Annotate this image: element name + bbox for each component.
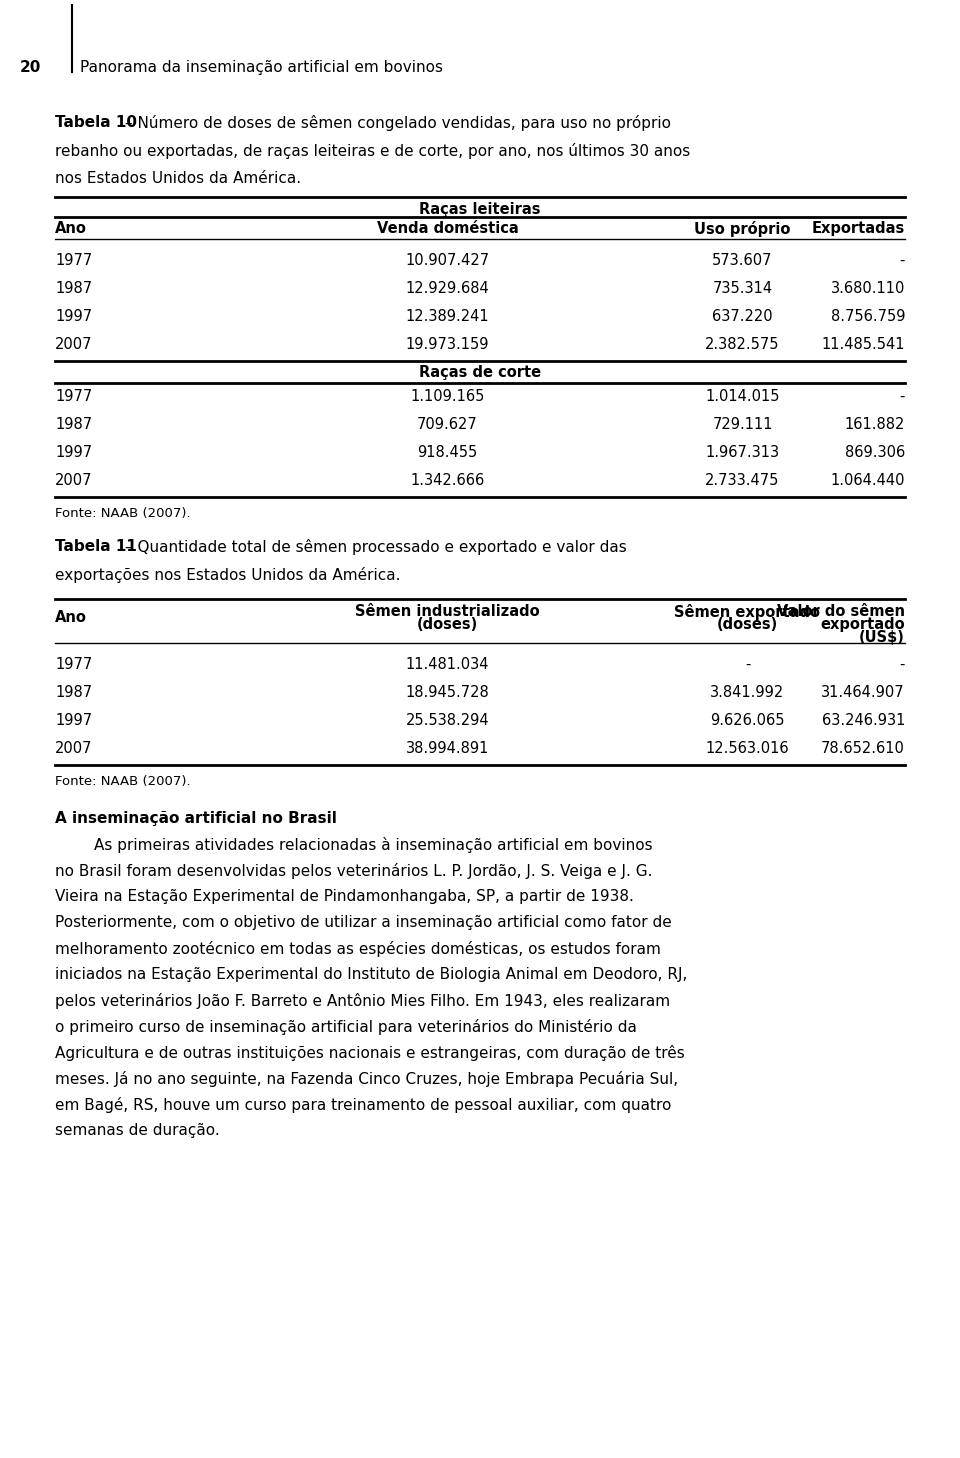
Text: 1.109.165: 1.109.165 [410, 389, 485, 404]
Text: -: - [900, 658, 905, 672]
Text: 2.382.575: 2.382.575 [706, 337, 780, 351]
Text: 1.342.666: 1.342.666 [410, 472, 485, 488]
Text: -: - [900, 254, 905, 268]
Text: meses. Já no ano seguinte, na Fazenda Cinco Cruzes, hoje Embrapa Pecuária Sul,: meses. Já no ano seguinte, na Fazenda Ci… [55, 1072, 678, 1088]
Text: em Bagé, RS, houve um curso para treinamento de pessoal auxiliar, com quatro: em Bagé, RS, houve um curso para treinam… [55, 1096, 671, 1112]
Text: 1.967.313: 1.967.313 [706, 445, 780, 461]
Text: 12.389.241: 12.389.241 [406, 309, 490, 324]
Text: A inseminação artificial no Brasil: A inseminação artificial no Brasil [55, 811, 337, 827]
Text: As primeiras atividades relacionadas à inseminação artificial em bovinos: As primeiras atividades relacionadas à i… [55, 837, 653, 853]
Text: exportações nos Estados Unidos da América.: exportações nos Estados Unidos da Améric… [55, 567, 400, 583]
Text: Sêmen industrializado: Sêmen industrializado [355, 604, 540, 620]
Text: 1997: 1997 [55, 445, 92, 461]
Text: Ano: Ano [55, 609, 86, 624]
Text: – Quantidade total de sêmen processado e exportado e valor das: – Quantidade total de sêmen processado e… [125, 539, 627, 555]
Text: semanas de duração.: semanas de duração. [55, 1123, 220, 1139]
Text: 8.756.759: 8.756.759 [830, 309, 905, 324]
Text: Raças leiteiras: Raças leiteiras [420, 203, 540, 217]
Text: 38.994.891: 38.994.891 [406, 741, 490, 757]
Text: 12.563.016: 12.563.016 [706, 741, 789, 757]
Text: -: - [900, 389, 905, 404]
Text: 12.929.684: 12.929.684 [406, 281, 490, 296]
Text: Uso próprio: Uso próprio [694, 222, 791, 238]
Text: Fonte: NAAB (2007).: Fonte: NAAB (2007). [55, 507, 191, 521]
Text: rebanho ou exportadas, de raças leiteiras e de corte, por ano, nos últimos 30 an: rebanho ou exportadas, de raças leiteira… [55, 143, 690, 159]
Text: 78.652.610: 78.652.610 [821, 741, 905, 757]
Text: Ano: Ano [55, 222, 86, 236]
Text: -: - [745, 658, 750, 672]
Text: 9.626.065: 9.626.065 [710, 713, 784, 728]
Text: Valor do sêmen: Valor do sêmen [777, 604, 905, 620]
Text: – Número de doses de sêmen congelado vendidas, para uso no próprio: – Número de doses de sêmen congelado ven… [125, 115, 671, 131]
Text: (US$): (US$) [859, 630, 905, 644]
Text: 573.607: 573.607 [712, 254, 773, 268]
Text: 918.455: 918.455 [418, 445, 478, 461]
Text: no Brasil foram desenvolvidas pelos veterinários L. P. Jordão, J. S. Veiga e J. : no Brasil foram desenvolvidas pelos vete… [55, 863, 653, 879]
Text: Vieira na Estação Experimental de Pindamonhangaba, SP, a partir de 1938.: Vieira na Estação Experimental de Pindam… [55, 889, 634, 904]
Text: 25.538.294: 25.538.294 [406, 713, 490, 728]
Text: 1977: 1977 [55, 254, 92, 268]
Text: 3.680.110: 3.680.110 [830, 281, 905, 296]
Text: Exportadas: Exportadas [812, 222, 905, 236]
Text: Tabela 11: Tabela 11 [55, 539, 137, 554]
Text: 11.485.541: 11.485.541 [822, 337, 905, 351]
Text: Tabela 10: Tabela 10 [55, 115, 137, 130]
Text: 1997: 1997 [55, 309, 92, 324]
Text: 2007: 2007 [55, 741, 92, 757]
Text: 2.733.475: 2.733.475 [706, 472, 780, 488]
Text: (doses): (doses) [417, 617, 478, 631]
Text: 18.945.728: 18.945.728 [406, 685, 490, 700]
Text: iniciados na Estação Experimental do Instituto de Biologia Animal em Deodoro, RJ: iniciados na Estação Experimental do Ins… [55, 967, 687, 983]
Text: 19.973.159: 19.973.159 [406, 337, 490, 351]
Text: Agricultura e de outras instituições nacionais e estrangeiras, com duração de tr: Agricultura e de outras instituições nac… [55, 1045, 684, 1061]
Text: 20: 20 [20, 60, 41, 74]
Text: 1977: 1977 [55, 658, 92, 672]
Text: Posteriormente, com o objetivo de utilizar a inseminação artificial como fator d: Posteriormente, com o objetivo de utiliz… [55, 916, 672, 930]
Text: nos Estados Unidos da América.: nos Estados Unidos da América. [55, 171, 301, 187]
Text: 1.014.015: 1.014.015 [706, 389, 780, 404]
Text: 63.246.931: 63.246.931 [822, 713, 905, 728]
Text: 1987: 1987 [55, 685, 92, 700]
Text: 637.220: 637.220 [712, 309, 773, 324]
Text: 1987: 1987 [55, 281, 92, 296]
Text: 1977: 1977 [55, 389, 92, 404]
Text: 735.314: 735.314 [712, 281, 773, 296]
Text: 869.306: 869.306 [845, 445, 905, 461]
Text: Fonte: NAAB (2007).: Fonte: NAAB (2007). [55, 776, 191, 787]
Text: 1.064.440: 1.064.440 [830, 472, 905, 488]
Text: Panorama da inseminação artificial em bovinos: Panorama da inseminação artificial em bo… [80, 60, 443, 74]
Text: 709.627: 709.627 [418, 417, 478, 432]
Text: 1997: 1997 [55, 713, 92, 728]
Text: Venda doméstica: Venda doméstica [376, 222, 518, 236]
Text: Sêmen exportado: Sêmen exportado [675, 604, 821, 620]
Text: exportado: exportado [821, 617, 905, 631]
Text: 10.907.427: 10.907.427 [405, 254, 490, 268]
Text: pelos veterinários João F. Barreto e Antônio Mies Filho. Em 1943, eles realizara: pelos veterinários João F. Barreto e Ant… [55, 993, 670, 1009]
Text: 31.464.907: 31.464.907 [822, 685, 905, 700]
Text: Raças de corte: Raças de corte [419, 364, 541, 381]
Text: 2007: 2007 [55, 472, 92, 488]
Text: 11.481.034: 11.481.034 [406, 658, 490, 672]
Text: 2007: 2007 [55, 337, 92, 351]
Text: 729.111: 729.111 [712, 417, 773, 432]
Text: 3.841.992: 3.841.992 [710, 685, 784, 700]
Text: o primeiro curso de inseminação artificial para veterinários do Ministério da: o primeiro curso de inseminação artifici… [55, 1019, 636, 1035]
Text: 161.882: 161.882 [845, 417, 905, 432]
Text: melhoramento zootécnico em todas as espécies domésticas, os estudos foram: melhoramento zootécnico em todas as espé… [55, 940, 660, 956]
Text: 1987: 1987 [55, 417, 92, 432]
Text: (doses): (doses) [717, 617, 779, 631]
